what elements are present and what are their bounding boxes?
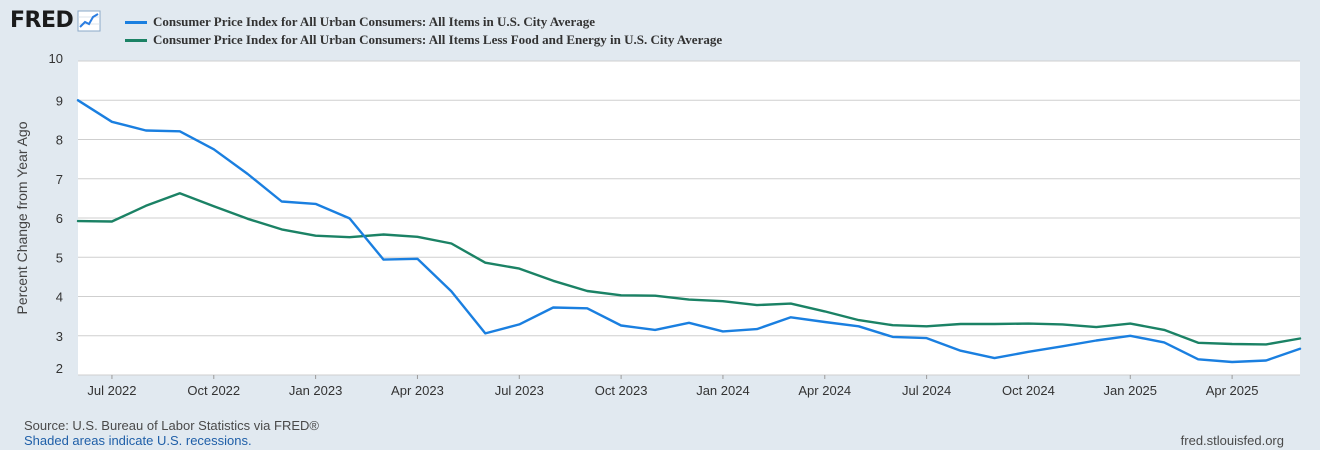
chart-footer: Source: U.S. Bureau of Labor Statistics …	[24, 418, 319, 448]
x-tick-label: Oct 2024	[1002, 383, 1055, 398]
logo-text: FRED	[10, 8, 74, 33]
fred-logo[interactable]: FRED	[10, 8, 101, 33]
x-tick-label: Oct 2022	[187, 383, 240, 398]
legend-label-cpi: Consumer Price Index for All Urban Consu…	[153, 14, 595, 29]
y-axis-label: Percent Change from Year Ago	[14, 121, 30, 314]
legend-swatch-core-cpi	[125, 38, 147, 42]
y-tick-label: 2	[56, 361, 63, 376]
x-tick-label: Jul 2024	[902, 383, 951, 398]
legend-swatch-cpi	[125, 20, 147, 24]
source-note: Source: U.S. Bureau of Labor Statistics …	[24, 418, 319, 433]
x-tick-label: Apr 2024	[798, 383, 851, 398]
fred-url[interactable]: fred.stlouisfed.org	[1180, 433, 1284, 448]
legend-item-core-cpi[interactable]: Consumer Price Index for All Urban Consu…	[125, 31, 722, 49]
legend-label-core-cpi: Consumer Price Index for All Urban Consu…	[153, 32, 723, 47]
series-line-core-cpi	[76, 192, 1302, 346]
chart-legend: Consumer Price Index for All Urban Consu…	[125, 13, 722, 49]
y-tick-label: 4	[56, 290, 63, 305]
x-tick-label: Jul 2022	[87, 383, 136, 398]
y-tick-label: 7	[56, 172, 63, 187]
x-tick-label: Apr 2023	[391, 383, 444, 398]
x-tick-label: Jul 2023	[495, 383, 544, 398]
x-tick-label: Oct 2023	[595, 383, 648, 398]
x-tick-label: Apr 2025	[1206, 383, 1259, 398]
y-tick-label: 6	[56, 211, 63, 226]
y-tick-label: 5	[56, 250, 63, 265]
series-line-cpi	[76, 99, 1302, 364]
y-tick-label: 8	[56, 133, 63, 148]
x-tick-label: Jan 2025	[1104, 383, 1158, 398]
x-tick-label: Jan 2024	[696, 383, 750, 398]
x-tick-label: Jan 2023	[289, 383, 343, 398]
legend-item-cpi[interactable]: Consumer Price Index for All Urban Consu…	[125, 13, 722, 31]
y-tick-label: 10	[49, 51, 63, 66]
recession-note[interactable]: Shaded areas indicate U.S. recessions.	[24, 433, 252, 448]
y-tick-label: 3	[56, 329, 63, 344]
y-tick-label: 9	[56, 93, 63, 108]
line-chart-icon	[77, 10, 101, 31]
